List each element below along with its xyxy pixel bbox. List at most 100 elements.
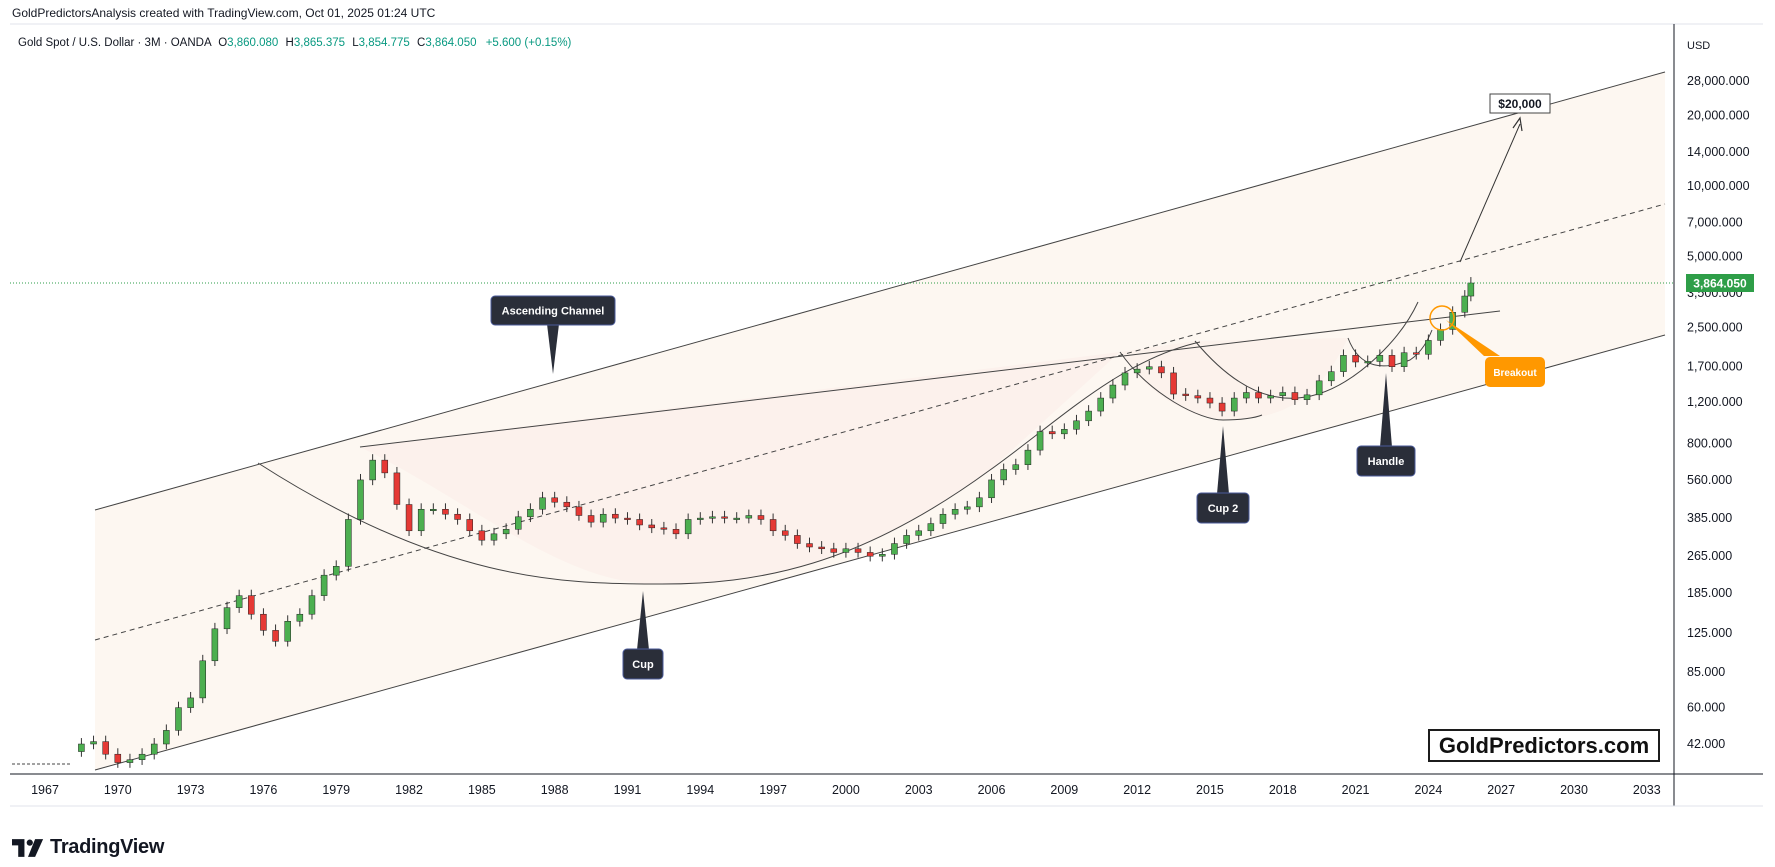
candle <box>1097 392 1104 417</box>
ascending-channel-lines <box>12 71 1666 771</box>
candle <box>78 738 85 757</box>
candle <box>951 503 959 520</box>
high-value: 3,865.375 <box>294 37 345 49</box>
chart-credit: GoldPredictorsAnalysis created with Trad… <box>12 6 436 20</box>
candle <box>369 454 376 486</box>
y-tick-label: 20,000.000 <box>1687 108 1750 122</box>
candle <box>138 748 146 765</box>
candle <box>345 513 352 572</box>
candle <box>976 491 983 513</box>
candle <box>1279 386 1287 401</box>
candle <box>1425 334 1432 360</box>
x-tick-label: 2015 <box>1196 783 1224 797</box>
candle <box>163 724 170 750</box>
x-tick-label: 1994 <box>686 783 714 797</box>
candle <box>697 512 704 525</box>
y-tick-label: 385.000 <box>1687 511 1732 525</box>
candle <box>478 524 486 546</box>
candle <box>1048 425 1056 440</box>
candle <box>1085 405 1092 427</box>
candle <box>648 519 655 534</box>
svg-text:Handle: Handle <box>1368 456 1405 468</box>
candle <box>1303 388 1311 405</box>
candle <box>114 748 122 768</box>
candle <box>1376 349 1384 367</box>
candle <box>891 537 898 560</box>
y-tick-label: 125.000 <box>1687 626 1732 640</box>
candle <box>818 541 825 555</box>
candle <box>757 509 765 525</box>
candle <box>1073 414 1080 435</box>
candle <box>1206 392 1214 409</box>
candle <box>211 622 219 667</box>
candle <box>612 508 619 524</box>
x-tick-label: 1967 <box>31 783 59 797</box>
y-tick-label: 265.000 <box>1687 549 1732 563</box>
time-axis[interactable]: 1967 1970 1973 1976 1979 1982 1985 1988 1991 1994… <box>31 783 1661 797</box>
x-tick-label: 1997 <box>759 783 787 797</box>
y-tick-label: 42.000 <box>1687 737 1725 751</box>
candle <box>248 589 255 620</box>
current-price-badge <box>1686 274 1754 293</box>
ascending-channel-callout: Ascending Channel <box>490 295 616 374</box>
svg-text:Breakout: Breakout <box>1493 368 1537 379</box>
candle <box>733 512 740 524</box>
svg-text:Cup 2: Cup 2 <box>1208 503 1239 515</box>
candle <box>1364 355 1371 368</box>
candle <box>1000 463 1007 486</box>
candle <box>745 509 753 524</box>
candle <box>199 654 207 704</box>
price-axis[interactable]: USD 28,000.000 20,000.000 14,000.000 10,000.… <box>1686 40 1754 751</box>
candle <box>187 691 194 713</box>
candle <box>223 601 231 635</box>
candle <box>417 503 425 537</box>
candle <box>1121 366 1129 391</box>
candle <box>1388 349 1396 372</box>
candle <box>1467 277 1475 302</box>
candle <box>1267 389 1274 404</box>
x-tick-label: 1982 <box>395 783 423 797</box>
y-tick-label: 10,000.000 <box>1687 179 1750 193</box>
candle <box>1061 423 1068 440</box>
candle <box>272 624 279 647</box>
candle <box>332 560 340 581</box>
x-tick-label: 2009 <box>1050 783 1078 797</box>
candle <box>842 542 850 558</box>
svg-text:Cup: Cup <box>632 659 654 671</box>
candle <box>684 513 692 540</box>
candle <box>1461 290 1469 318</box>
tradingview-logo[interactable]: TradingView <box>12 836 164 859</box>
candle <box>1315 374 1323 401</box>
candlestick-series[interactable] <box>78 277 1475 768</box>
candle <box>1218 397 1226 417</box>
svg-text:Gold Spot / U.S. Dollar · 3M ·: Gold Spot / U.S. Dollar · 3M · OANDA O3,… <box>18 37 572 49</box>
y-tick-label: 5,000.000 <box>1687 250 1743 264</box>
candle <box>988 473 995 504</box>
x-tick-label: 2003 <box>905 783 933 797</box>
symbol-header: Gold Spot / U.S. Dollar · 3M · OANDA O3,… <box>18 37 572 49</box>
x-tick-label: 1985 <box>468 783 496 797</box>
breakout-callout: Breakout <box>1446 320 1545 387</box>
candle <box>235 589 243 613</box>
tradingview-logo-icon <box>12 838 44 857</box>
x-tick-label: 2018 <box>1269 783 1297 797</box>
candle <box>1146 360 1153 375</box>
y-tick-label: 1,700.000 <box>1687 360 1743 374</box>
candle <box>284 615 291 647</box>
chart-overlays <box>10 116 1674 331</box>
candle <box>563 496 571 513</box>
y-tick-label: 28,000.000 <box>1687 74 1750 88</box>
candle <box>1024 444 1032 470</box>
candle <box>1243 386 1250 404</box>
candle <box>502 523 510 540</box>
candle <box>1182 388 1189 401</box>
x-tick-label: 2030 <box>1560 783 1588 797</box>
candle <box>964 500 971 515</box>
candle <box>405 498 413 537</box>
y-tick-label: 60.000 <box>1687 701 1725 715</box>
candle <box>90 735 97 750</box>
candle <box>1170 366 1177 400</box>
current-price-label: 3,864.050 <box>1693 277 1747 291</box>
x-tick-label: 2033 <box>1633 783 1661 797</box>
